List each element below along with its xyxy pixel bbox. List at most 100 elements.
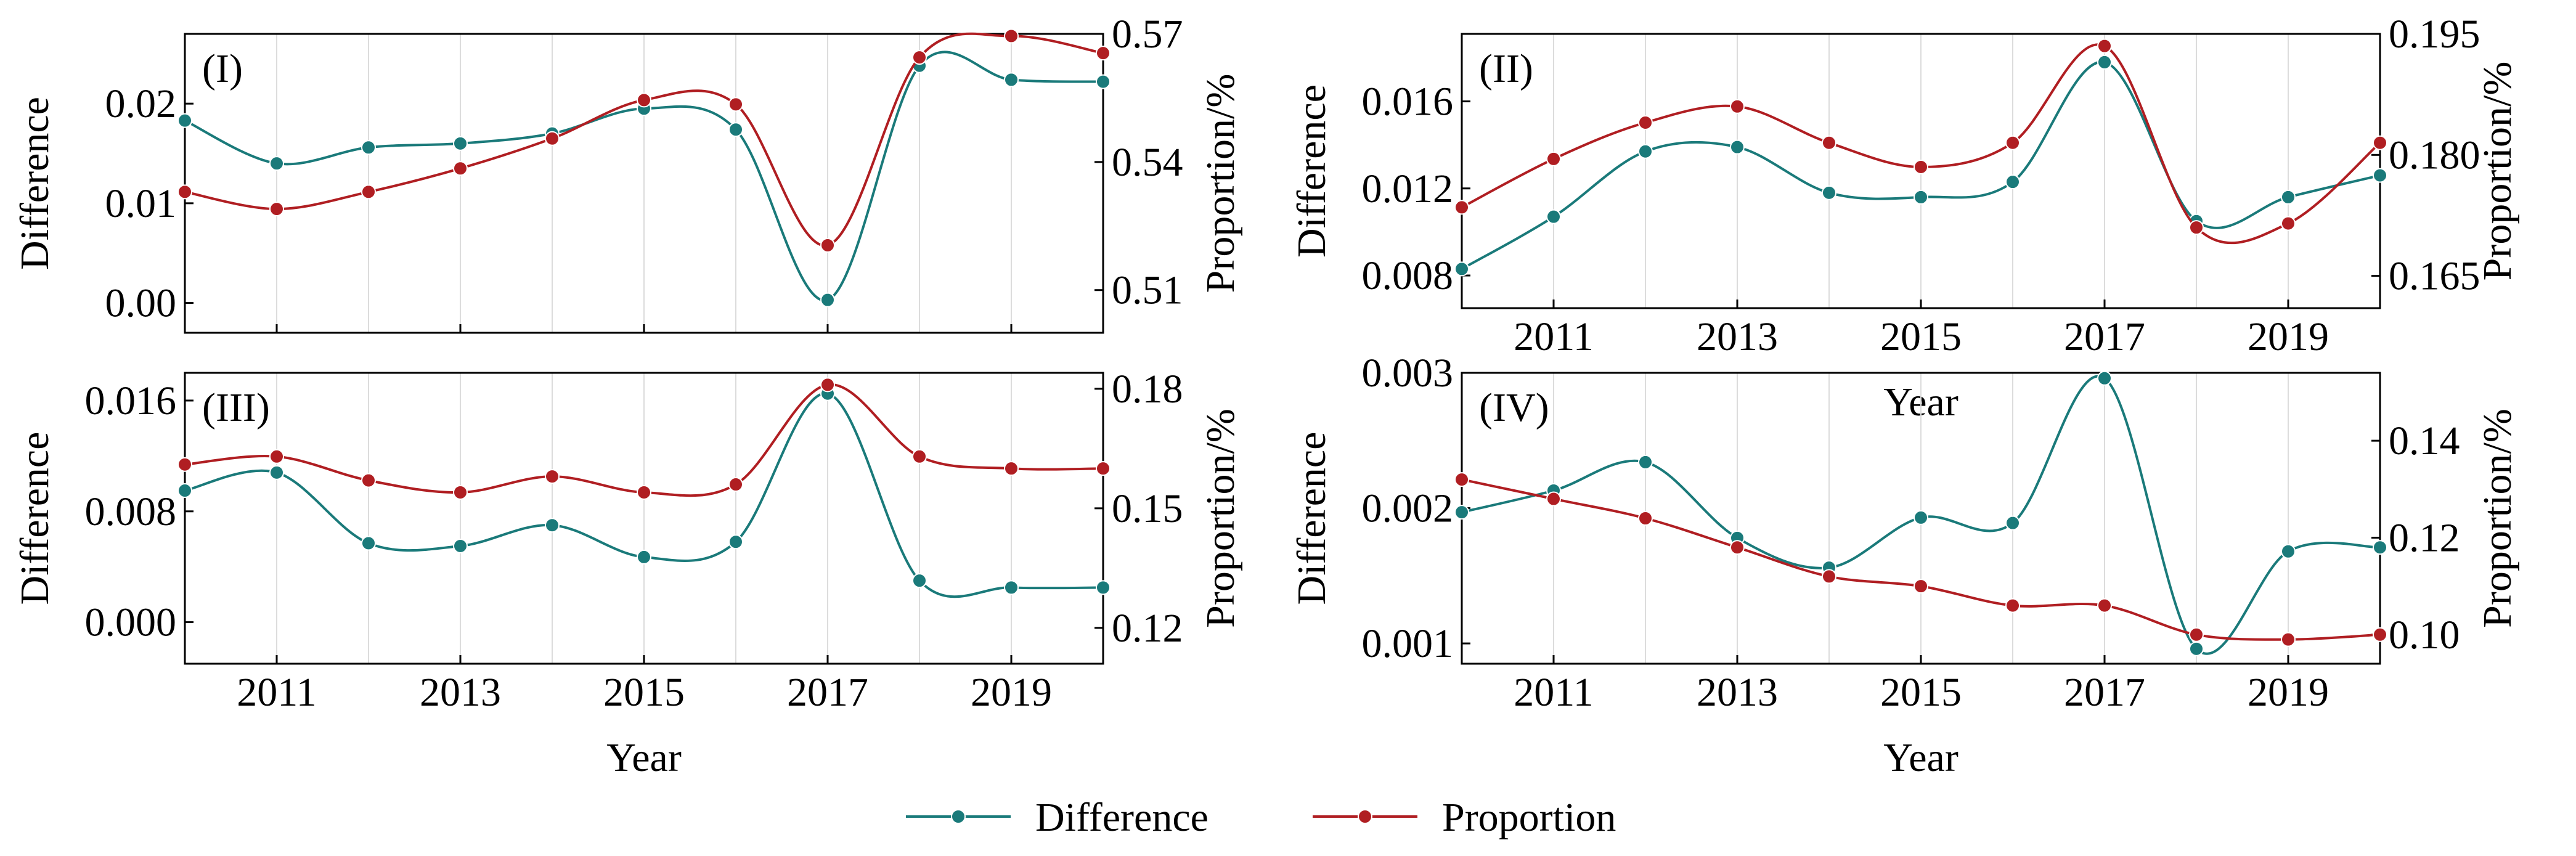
panel-3: 2011 2013 2015 2017 2019 0.000 0.008 0.016 0.12 0…	[12, 367, 1243, 780]
data-point-proportion	[728, 477, 743, 492]
legend-label-difference: Difference	[1035, 795, 1209, 840]
data-point-proportion	[1914, 159, 1928, 174]
panel-4: 2011 2013 2015 2017 2019 0.001 0.002 0.003 0.10 0…	[1289, 351, 2520, 780]
series-proportion	[177, 377, 1111, 500]
y-right-title: Proportion/%	[2475, 62, 2520, 281]
data-point-difference	[1914, 510, 1928, 525]
data-point-difference	[2189, 641, 2204, 656]
data-point-difference	[453, 136, 468, 151]
data-point-difference	[1822, 185, 1836, 200]
data-point-proportion	[1096, 46, 1111, 61]
data-point-difference	[1638, 144, 1653, 159]
y-right-title: Proportion/%	[1198, 74, 1243, 293]
y-right-tick-label: 0.15	[1112, 486, 1183, 531]
panel-label: (II)	[1479, 46, 1533, 91]
x-tick-label: 2011	[237, 670, 317, 715]
y-right-tick-label: 0.180	[2389, 132, 2480, 177]
data-point-proportion	[361, 473, 376, 488]
data-point-proportion	[545, 131, 560, 146]
y-left-tick-label: 0.00	[105, 281, 177, 326]
data-point-difference	[545, 518, 560, 533]
data-point-difference	[361, 536, 376, 551]
series-line-proportion	[184, 32, 1104, 247]
data-point-proportion	[1822, 135, 1836, 150]
data-point-difference	[453, 538, 468, 553]
data-point-difference	[269, 465, 284, 480]
data-point-proportion	[177, 184, 192, 200]
legend-label-proportion: Proportion	[1442, 795, 1616, 840]
data-point-proportion	[545, 469, 560, 484]
data-point-difference	[1638, 454, 1653, 470]
data-point-proportion	[1730, 540, 1745, 555]
data-point-difference	[269, 156, 284, 171]
data-point-proportion	[2005, 135, 2020, 150]
y-left-title: Difference	[12, 97, 57, 270]
series-line-proportion	[1461, 43, 2381, 245]
data-point-proportion	[2005, 598, 2020, 613]
data-point-proportion	[820, 377, 835, 393]
data-point-proportion	[269, 449, 284, 464]
x-tick-label: 2019	[2248, 670, 2329, 715]
data-point-proportion	[1004, 28, 1019, 44]
y-right-title: Proportion/%	[2475, 409, 2520, 628]
data-point-proportion	[1546, 491, 1561, 507]
y-right-tick-label: 0.14	[2389, 418, 2460, 463]
data-point-proportion	[361, 184, 376, 200]
y-right-title: Proportion/%	[1198, 409, 1243, 628]
y-right-tick-label: 0.57	[1112, 12, 1183, 57]
y-right-tick-label: 0.165	[2389, 254, 2480, 299]
y-left-tick-label: 0.001	[1362, 621, 1454, 666]
series-proportion	[177, 28, 1111, 253]
data-point-proportion	[453, 161, 468, 176]
panel-label: (III)	[202, 385, 270, 430]
panel-1: 0.00 0.01 0.02 0.51 0.54 0.57 Difference Propor…	[12, 12, 1243, 334]
data-point-difference	[912, 573, 927, 589]
data-point-proportion	[177, 457, 192, 472]
y-right-tick-label: 0.10	[2389, 613, 2460, 658]
y-left-tick-label: 0.016	[1362, 79, 1454, 124]
x-tick-label: 2011	[1514, 314, 1594, 359]
x-tick-label: 2013	[420, 670, 501, 715]
data-point-proportion	[2281, 216, 2296, 231]
data-point-proportion	[912, 50, 927, 65]
data-point-difference	[2097, 54, 2112, 70]
series-proportion	[1454, 472, 2387, 647]
data-point-proportion	[1096, 461, 1111, 476]
legend-marker-proportion	[1358, 809, 1372, 824]
series-line-difference	[184, 392, 1104, 598]
data-point-difference	[2097, 370, 2112, 386]
data-point-proportion	[1638, 511, 1653, 526]
y-left-tick-label: 0.008	[85, 489, 177, 534]
x-tick-label: 2013	[1697, 670, 1778, 715]
y-left-tick-label: 0.000	[85, 600, 177, 645]
x-tick-label: 2019	[971, 670, 1052, 715]
data-point-proportion	[1546, 151, 1561, 166]
y-right-tick-label: 0.51	[1112, 268, 1183, 313]
panel-label: (IV)	[1479, 385, 1549, 430]
y-left-title: Difference	[12, 432, 57, 605]
data-point-proportion	[2373, 135, 2387, 150]
data-point-difference	[728, 122, 743, 137]
data-point-difference	[177, 113, 192, 128]
data-point-difference	[1096, 580, 1111, 595]
x-tick-label: 2015	[1880, 314, 1962, 359]
data-point-difference	[1096, 74, 1111, 89]
legend-marker-difference	[951, 809, 966, 824]
data-point-proportion	[1638, 115, 1653, 130]
data-point-difference	[361, 140, 376, 155]
x-axis-title: Year	[606, 735, 682, 780]
data-point-difference	[2373, 168, 2387, 183]
legend-item-difference: Difference	[906, 795, 1209, 840]
y-left-tick-label: 0.01	[105, 181, 177, 226]
data-point-difference	[820, 292, 835, 308]
data-point-difference	[177, 483, 192, 499]
y-right-tick-label: 0.12	[1112, 606, 1183, 651]
y-left-tick-label: 0.02	[105, 81, 177, 126]
series-proportion	[1454, 38, 2387, 245]
y-right-tick-label: 0.12	[2389, 515, 2460, 560]
x-tick-label: 2017	[2064, 670, 2145, 715]
data-point-difference	[728, 534, 743, 550]
y-left-tick-label: 0.003	[1362, 351, 1454, 396]
data-point-proportion	[453, 484, 468, 500]
